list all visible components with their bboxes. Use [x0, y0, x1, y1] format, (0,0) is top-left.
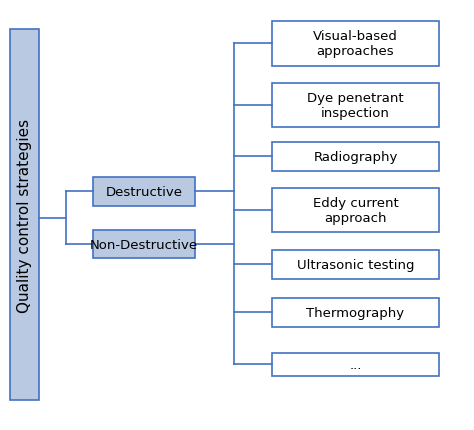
FancyBboxPatch shape [272, 22, 439, 67]
Text: Ultrasonic testing: Ultrasonic testing [297, 258, 414, 271]
Text: Dye penetrant
inspection: Dye penetrant inspection [307, 92, 404, 120]
FancyBboxPatch shape [272, 353, 439, 376]
FancyBboxPatch shape [93, 178, 195, 206]
Text: Thermography: Thermography [306, 306, 404, 319]
FancyBboxPatch shape [10, 30, 39, 400]
Text: Visual-based
approaches: Visual-based approaches [313, 31, 398, 58]
Text: Destructive: Destructive [106, 185, 182, 198]
Text: Radiography: Radiography [313, 150, 398, 163]
FancyBboxPatch shape [272, 298, 439, 327]
FancyBboxPatch shape [272, 189, 439, 233]
FancyBboxPatch shape [272, 83, 439, 128]
Text: ...: ... [349, 358, 362, 371]
Text: Eddy current
approach: Eddy current approach [312, 197, 398, 225]
FancyBboxPatch shape [272, 250, 439, 279]
FancyBboxPatch shape [93, 230, 195, 259]
Text: Non-Destructive: Non-Destructive [90, 238, 198, 251]
Text: Quality control strategies: Quality control strategies [17, 118, 32, 312]
FancyBboxPatch shape [272, 142, 439, 171]
